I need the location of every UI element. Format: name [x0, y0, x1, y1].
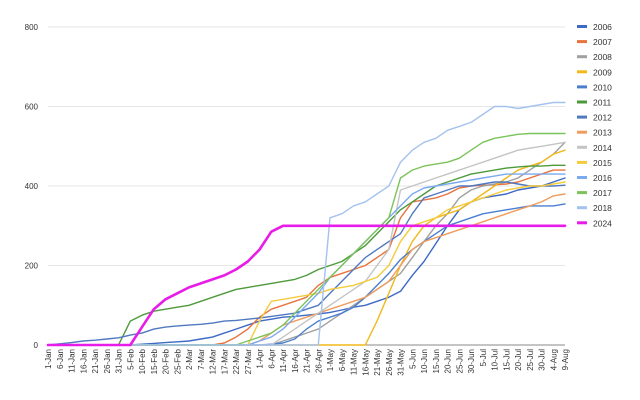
x-tick-label: 1-May	[326, 349, 335, 371]
legend-label: 2007	[593, 37, 612, 47]
x-tick-label: 1-Apr	[256, 349, 265, 369]
x-tick-label: 9-Aug	[561, 349, 570, 370]
x-tick-label: 4-Aug	[549, 349, 558, 370]
x-tick-label: 27-Mar	[244, 349, 253, 375]
legend-label: 2017	[593, 188, 612, 198]
legend-label: 2006	[593, 22, 612, 32]
x-tick-label: 15-Feb	[150, 348, 159, 374]
legend-label: 2011	[593, 98, 612, 108]
x-tick-label: 21-Apr	[303, 349, 312, 373]
legend-swatch-2014	[577, 145, 587, 149]
x-tick-label: 26-Apr	[314, 349, 323, 373]
x-tick-label: 6-May	[338, 349, 347, 371]
legend-label: 2009	[593, 67, 612, 77]
legend-swatch-2018	[577, 206, 587, 210]
series-line-2018	[47, 101, 566, 346]
x-tick-label: 11-Apr	[279, 349, 288, 373]
x-tick-label: 12-Mar	[209, 349, 218, 375]
series-line-2011	[47, 164, 566, 346]
legend-label: 2008	[593, 52, 612, 62]
x-tick-label: 5-Jun	[408, 349, 417, 369]
y-tick-label: 800	[25, 23, 39, 32]
y-tick-label: 600	[25, 103, 39, 112]
legend-label: 2016	[593, 173, 612, 183]
x-tick-label: 16-May	[361, 349, 370, 376]
x-tick-label: 21-Jan	[91, 349, 100, 373]
legend-swatch-2007	[577, 40, 587, 44]
x-tick-label: 11-May	[350, 349, 359, 375]
series-line-2013	[47, 193, 566, 346]
x-tick-label: 10-Feb	[138, 348, 147, 374]
gridlines	[48, 26, 565, 346]
legend-label: 2012	[593, 113, 612, 123]
x-tick-label: 20-Feb	[162, 348, 171, 374]
x-tick-label: 20-Jun	[444, 349, 453, 373]
x-tick-label: 7-Mar	[197, 349, 206, 370]
series-line-2017	[47, 132, 566, 346]
x-tick-label: 20-Jul	[514, 349, 523, 371]
x-tick-label: 10-Jul	[491, 349, 500, 371]
x-tick-label: 1-Jan	[44, 349, 53, 369]
x-tick-label: 11-Jan	[68, 349, 77, 373]
y-tick-label: 400	[25, 182, 39, 191]
legend-swatch-2009	[577, 70, 587, 74]
x-tick-label: 31-May	[397, 349, 406, 376]
x-tick-label: 26-Jan	[103, 349, 112, 373]
y-axis: 0 200 400 600 800	[25, 23, 39, 350]
y-tick-label: 0	[34, 341, 39, 350]
series-line-2006	[47, 177, 566, 346]
legend: 2006 2007 2008 2009 2010 2011 2012 2013 2014 2015…	[577, 22, 612, 228]
legend-swatch-2006	[577, 25, 587, 28]
x-tick-label: 6-Jan	[56, 349, 65, 369]
series-line-2024	[46, 224, 567, 347]
legend-label: 2014	[593, 143, 612, 153]
x-tick-label: 30-Jun	[467, 349, 476, 373]
x-tick-label: 21-May	[373, 349, 382, 376]
legend-swatch-2013	[577, 130, 587, 134]
x-tick-label: 5-Jul	[479, 349, 488, 367]
series-lines	[46, 101, 567, 347]
x-tick-label: 2-Mar	[185, 349, 194, 370]
y-tick-label: 200	[25, 262, 39, 271]
legend-swatch-2008	[577, 55, 587, 59]
legend-label: 2015	[593, 158, 612, 168]
x-tick-label: 5-Feb	[126, 348, 135, 369]
series-line-2016	[47, 173, 566, 346]
x-tick-label: 6-Apr	[267, 349, 276, 369]
x-tick-label: 25-Jun	[455, 349, 464, 373]
x-tick-label: 31-Jan	[115, 349, 124, 373]
x-tick-label: 16-Apr	[291, 349, 300, 373]
x-tick-label: 15-Jun	[432, 349, 441, 373]
legend-label: 2018	[593, 203, 612, 213]
legend-label: 2013	[593, 128, 612, 138]
x-tick-label: 15-Jul	[502, 349, 511, 371]
x-axis: 1-Jan 6-Jan 11-Jan 16-Jan 21-Jan 26-Jan 31-Jan…	[44, 348, 570, 375]
series-line-2012	[47, 181, 566, 346]
legend-swatch-2017	[577, 191, 587, 195]
x-tick-label: 30-Jul	[538, 349, 547, 371]
x-tick-label: 26-May	[385, 349, 394, 376]
legend-swatch-2024	[577, 221, 587, 225]
x-tick-label: 17-Mar	[220, 349, 229, 375]
x-tick-label: 16-Jan	[79, 349, 88, 373]
legend-label: 2024	[593, 218, 612, 228]
legend-swatch-2012	[577, 115, 587, 119]
x-tick-label: 25-Feb	[173, 348, 182, 374]
legend-swatch-2011	[577, 100, 587, 104]
x-tick-label: 10-Jun	[420, 349, 429, 373]
legend-swatch-2016	[577, 176, 587, 179]
legend-label: 2010	[593, 82, 612, 92]
x-tick-label: 25-Jul	[526, 349, 535, 371]
legend-swatch-2010	[577, 85, 587, 89]
legend-swatch-2015	[577, 160, 587, 164]
x-tick-label: 22-Mar	[232, 349, 241, 375]
